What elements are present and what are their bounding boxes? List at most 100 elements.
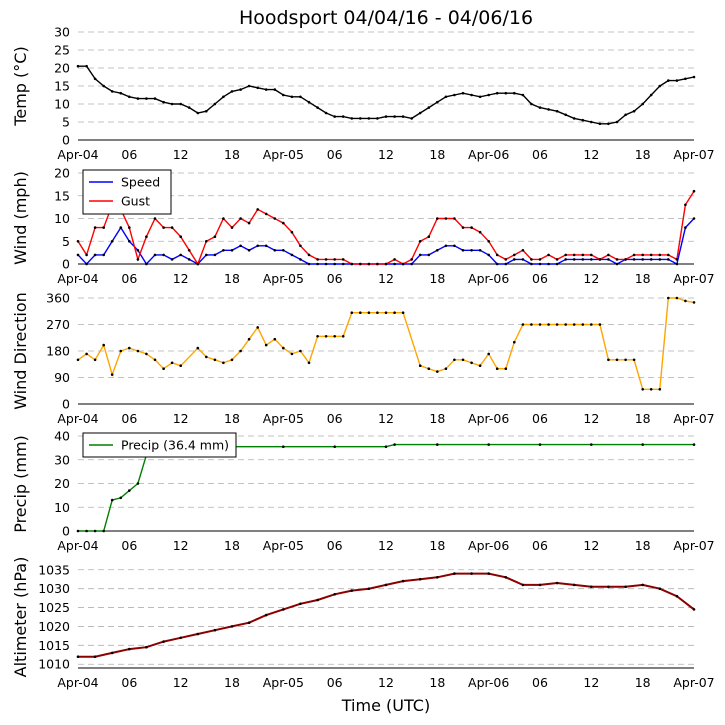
data-point (590, 585, 593, 589)
data-point (624, 358, 627, 362)
y-tick-label-temp: 5 (62, 115, 70, 130)
y-tick-label-altimeter: 1030 (38, 581, 70, 596)
data-point (667, 253, 670, 257)
data-point (145, 645, 148, 649)
x-tick-label: Apr-06 (468, 147, 509, 162)
data-point (675, 594, 679, 598)
x-tick-label: 18 (635, 675, 651, 690)
data-point (85, 64, 88, 68)
data-point (555, 581, 559, 585)
data-point (418, 253, 422, 257)
data-point (187, 249, 191, 252)
data-point (487, 253, 491, 257)
data-point (205, 355, 208, 359)
x-tick-label: 18 (224, 271, 240, 286)
data-point (230, 90, 234, 93)
data-point (487, 352, 491, 356)
data-point (521, 258, 525, 261)
x-tick-label: Apr-06 (468, 538, 509, 553)
data-point (418, 577, 422, 581)
data-point (530, 102, 533, 106)
data-point (675, 79, 679, 82)
x-tick-label: 12 (173, 271, 189, 286)
data-point (264, 613, 268, 617)
data-point (290, 95, 294, 99)
x-tick-label: 06 (121, 538, 137, 553)
x-tick-label: 06 (532, 675, 548, 690)
data-point (196, 632, 200, 636)
data-point (607, 585, 610, 589)
data-point (376, 262, 379, 266)
data-point (85, 262, 88, 266)
data-point (564, 258, 567, 261)
y-axis-label-wind: Wind (mph) (11, 171, 30, 265)
data-point (564, 323, 567, 326)
data-point (478, 364, 482, 368)
data-point (410, 117, 414, 120)
data-point (470, 361, 473, 365)
data-point (350, 311, 354, 315)
data-point (504, 576, 508, 579)
x-tick-label: 12 (583, 147, 599, 162)
data-point (547, 108, 550, 111)
x-tick-label: 12 (173, 147, 189, 162)
y-tick-label-precip: 10 (54, 500, 70, 515)
data-point (632, 109, 636, 113)
data-point (76, 64, 80, 68)
data-point (230, 226, 234, 229)
panel-precip: 0 10 20 30 40 Apr-04 06 12 18 Apr-05 06 12 18 Apr-06 0… (11, 429, 715, 554)
data-point (393, 311, 396, 315)
x-tick-label: Apr-05 (263, 538, 304, 553)
data-point (470, 572, 473, 575)
x-tick-label: 12 (173, 538, 189, 553)
data-point (436, 217, 439, 220)
data-point (102, 343, 105, 347)
data-point (453, 358, 456, 362)
y-tick-label-temp: 30 (54, 25, 70, 40)
x-tick-label: 12 (583, 675, 599, 690)
data-point (341, 258, 345, 261)
x-tick-label: 12 (378, 675, 394, 690)
data-point (667, 79, 670, 82)
data-point (453, 217, 456, 220)
data-point (521, 323, 525, 326)
data-point (136, 97, 140, 100)
panel-temp: 0 5 10 15 20 25 30 Apr-04 06 12 18 Apr-05 06 12 18 Apr-… (11, 25, 715, 163)
data-point (110, 240, 114, 243)
data-point (110, 373, 114, 376)
data-point (615, 120, 619, 124)
data-point (436, 576, 439, 579)
data-point (598, 258, 602, 261)
y-axis-label-temp: Temp (°C) (11, 46, 30, 126)
data-point (333, 262, 337, 266)
data-point (128, 647, 131, 651)
data-point (102, 226, 105, 229)
data-point (222, 95, 225, 99)
data-point (675, 258, 679, 261)
data-point (179, 102, 182, 106)
data-point (282, 249, 285, 252)
data-point (110, 651, 114, 655)
data-point (590, 443, 593, 446)
data-point (572, 253, 576, 257)
x-tick-label: 18 (429, 271, 445, 286)
data-point (93, 655, 97, 658)
data-point (307, 253, 311, 257)
x-axis-label: Time (UTC) (341, 696, 430, 715)
data-point (333, 258, 337, 261)
data-point (418, 240, 422, 243)
data-point (307, 262, 311, 266)
data-point (410, 258, 414, 261)
x-tick-label: 18 (224, 538, 240, 553)
x-tick-label: 06 (121, 411, 137, 426)
data-point (333, 115, 337, 118)
panel-wind: 0 5 10 15 20 Apr-04 06 12 18 Apr-05 06 12 18 Apr-06 06… (11, 166, 715, 287)
y-tick-label-precip: 20 (54, 476, 70, 491)
data-point (384, 445, 388, 449)
data-point (684, 77, 687, 81)
data-point (615, 258, 619, 261)
data-point (230, 249, 234, 252)
data-point (282, 93, 285, 97)
data-point (384, 115, 388, 118)
